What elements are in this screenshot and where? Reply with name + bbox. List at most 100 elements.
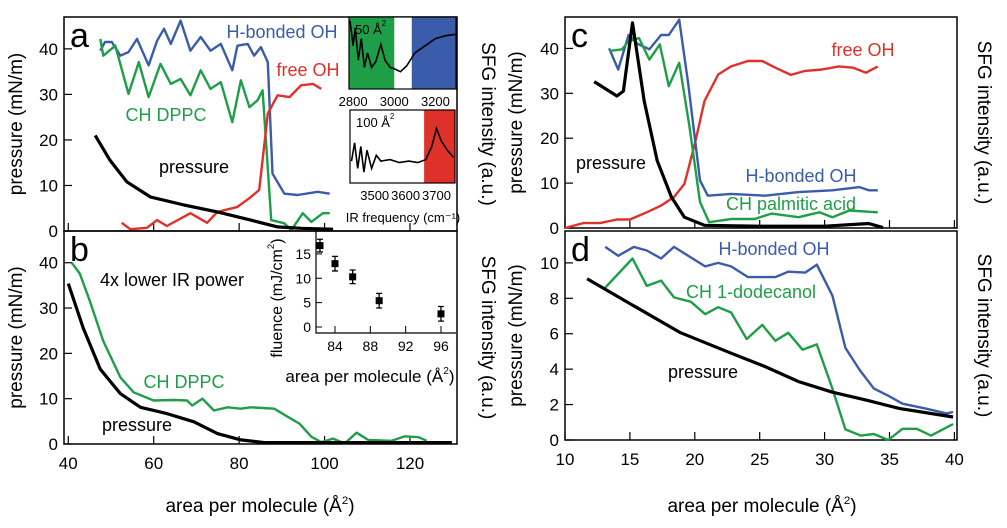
fluence-y-tick-label: 10 (295, 270, 311, 286)
right-y-axis-label: SFG intensity (a.u.) (973, 254, 994, 418)
y-tick-label: 20 (39, 131, 58, 150)
x-tick-label: 20 (685, 450, 704, 469)
y-tick-label: 30 (540, 84, 559, 103)
series-label: CH DPPC (143, 372, 224, 392)
y-tick-label: 10 (540, 254, 559, 273)
series-h-bonded-oh (99, 19, 330, 197)
fluence-axes (315, 231, 456, 334)
series-label: H-bonded OH (718, 239, 829, 259)
inset-x-axis-label: IR frequency (cm⁻¹) (346, 210, 461, 225)
series-label: free OH (831, 40, 894, 60)
y-tick-label: 30 (39, 85, 58, 104)
fluence-point (375, 297, 383, 305)
y-tick-label: 2 (550, 396, 559, 415)
fluence-x-tick-label: 84 (327, 338, 343, 354)
y-tick-label: 30 (39, 299, 58, 318)
inset-top-band (411, 17, 456, 89)
x-tick-label: 30 (815, 450, 834, 469)
series-ch-dppc (99, 38, 330, 232)
y-tick-label: 10 (39, 176, 58, 195)
x-tick-label: 120 (396, 454, 424, 473)
y-tick-label: 4 (550, 360, 559, 379)
right-y-axis-label: SFG intensity (a.u.) (477, 256, 498, 420)
y-tick-label: 40 (540, 39, 559, 58)
left-y-axis-label: pressure (mN/m) (6, 266, 27, 409)
panel-letter-d: d (571, 231, 590, 269)
inset-top-x-tick-label: 3200 (421, 94, 450, 109)
y-tick-label: 0 (550, 219, 559, 238)
inset-bottom-x-tick-label: 3700 (422, 188, 451, 203)
series-free-oh (564, 59, 879, 230)
inset-top-x-tick-label: 3000 (380, 94, 409, 109)
x-tick-label: 100 (310, 454, 338, 473)
series-h-bonded-oh (604, 245, 954, 415)
series-ch-palmitic-acid (608, 36, 878, 224)
fluence-y-tick-label: 0 (303, 319, 311, 335)
inset-top-area-label: 50 Å2 (355, 19, 386, 37)
inset-bottom-spectrum (350, 125, 455, 173)
series-ch-dppc (70, 261, 428, 445)
y-tick-label: 40 (39, 40, 58, 59)
series-label: pressure (576, 153, 646, 173)
fluence-x-tick-label: 96 (433, 338, 449, 354)
series-label: CH DPPC (125, 105, 206, 125)
y-tick-label: 20 (540, 129, 559, 148)
series-label: pressure (102, 415, 172, 435)
y-tick-label: 10 (540, 174, 559, 193)
series-label: 4x lower IR power (100, 270, 244, 290)
panel-b-frame (63, 230, 458, 445)
y-tick-label: 0 (550, 431, 559, 450)
inset-bottom-x-tick-label: 3600 (391, 188, 420, 203)
series-label: pressure (668, 362, 738, 382)
series-pressure (593, 21, 884, 230)
series-label: H-bonded OH (745, 166, 856, 186)
panel-letter-c: c (571, 17, 588, 55)
right-y-axis-label: SFG intensity (a.u.) (973, 41, 994, 205)
x-tick-label: 40 (59, 454, 78, 473)
series-label: CH palmitic acid (726, 194, 856, 214)
y-tick-label: 0 (49, 435, 58, 454)
inset-bottom-band (424, 110, 455, 183)
fluence-point (437, 310, 445, 318)
fluence-point (349, 273, 357, 281)
y-tick-label: 0 (49, 222, 58, 241)
y-tick-label: 8 (550, 289, 559, 308)
fluence-point (331, 260, 339, 268)
left-y-axis-label: pressure (mN/m) (6, 53, 27, 196)
series-label: H-bonded OH (226, 22, 337, 42)
panel-d-frame (564, 230, 958, 441)
series-free-oh (120, 82, 322, 231)
inset-bottom-area-label: 100 Å2 (356, 112, 394, 130)
y-tick-label: 10 (39, 390, 58, 409)
inset-bottom-frame (349, 109, 456, 184)
x-tick-label: 10 (556, 450, 575, 469)
x-tick-label: 80 (230, 454, 249, 473)
left-y-axis-label: pressure (mN/m) (506, 51, 527, 194)
x-tick-label: 40 (945, 450, 964, 469)
x-tick-label: 15 (620, 450, 639, 469)
series-pressure (66, 283, 452, 445)
inset-bottom-x-tick-label: 3500 (360, 188, 389, 203)
x-tick-label: 60 (144, 454, 163, 473)
fluence-x-axis-label: area per molecule (Å2) (285, 366, 454, 386)
right-y-axis-label: SFG intensity (a.u.) (477, 42, 498, 206)
inset-top-spectrum (349, 20, 457, 73)
series-label: free OH (276, 60, 339, 80)
y-tick-label: 40 (39, 254, 58, 273)
y-tick-label: 6 (550, 325, 559, 344)
fluence-x-tick-label: 88 (363, 338, 379, 354)
series-ch-1-dodecanol (604, 257, 954, 442)
panel-letter-b: b (70, 231, 89, 269)
fluence-x-tick-label: 92 (398, 338, 414, 354)
series-label: pressure (159, 157, 229, 177)
panel-letter-a: a (70, 17, 89, 55)
fluence-point (316, 242, 324, 250)
x-axis-label-left: area per molecule (Å2) (165, 495, 354, 517)
fluence-y-axis-label: fluence (mJ/cm2) (266, 238, 286, 357)
left-y-axis-label: pressure (mN/m) (506, 264, 527, 407)
fluence-y-tick-label: 15 (295, 246, 311, 262)
series-pressure (93, 134, 334, 231)
inset-top-x-tick-label: 2800 (339, 94, 368, 109)
